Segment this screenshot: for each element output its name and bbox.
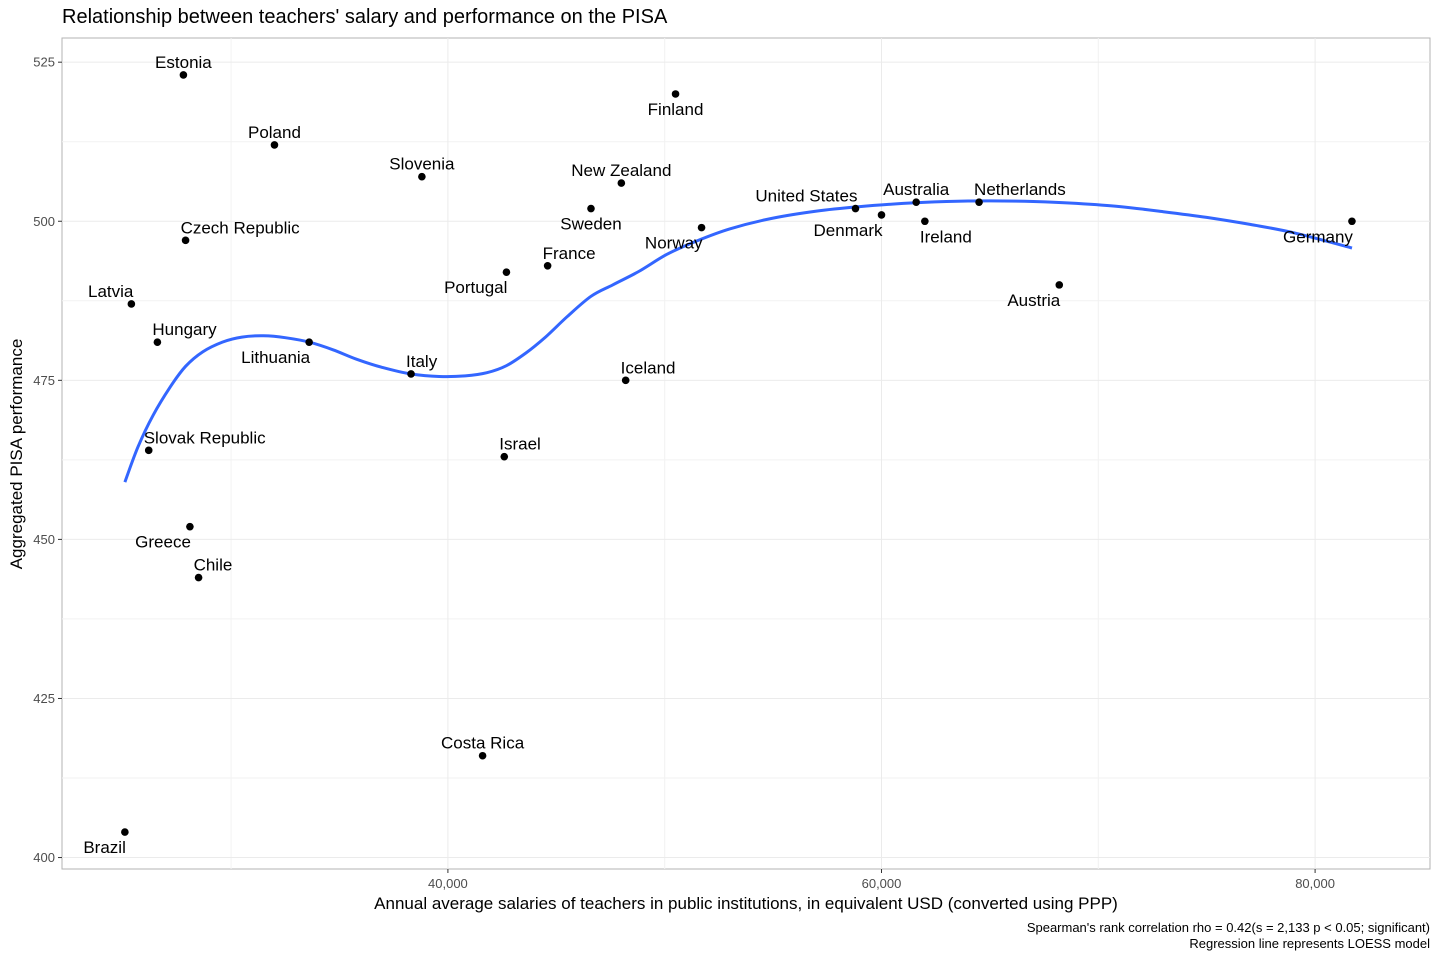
label-australia: Australia (883, 180, 950, 199)
label-israel: Israel (499, 435, 541, 454)
label-germany: Germany (1283, 227, 1353, 246)
point-finland (671, 90, 680, 98)
point-iceland (621, 376, 630, 385)
label-netherlands: Netherlands (974, 180, 1066, 199)
label-finland: Finland (648, 100, 704, 119)
data-points (121, 71, 1356, 836)
label-norway: Norway (645, 234, 703, 253)
plot-panel (61, 37, 1431, 870)
label-hungary: Hungary (152, 320, 217, 339)
x-axis-label: Annual average salaries of teachers in p… (374, 894, 1118, 913)
point-labels: Estonia Finland Poland Slovenia New Zealand S… (83, 53, 1353, 857)
point-italy (407, 370, 415, 378)
caption-correlation: Spearman's rank correlation rho = 0.42(s… (1027, 920, 1430, 935)
point-hungary (153, 338, 162, 346)
label-chile: Chile (194, 556, 233, 575)
point-united-states (851, 204, 860, 213)
label-brazil: Brazil (83, 838, 126, 857)
minor-gridlines (62, 38, 1430, 869)
point-greece (186, 522, 194, 531)
label-czech-republic: Czech Republic (181, 218, 301, 237)
label-italy: Italy (406, 352, 438, 371)
point-netherlands (975, 198, 983, 206)
label-lithuania: Lithuania (241, 348, 311, 367)
label-poland: Poland (248, 123, 301, 142)
x-tick-label: 60,000 (862, 876, 902, 891)
caption-regression-note: Regression line represents LOESS model (1189, 936, 1430, 951)
point-slovenia (418, 172, 426, 181)
y-tick-label: 500 (33, 214, 55, 229)
point-latvia (127, 300, 136, 308)
point-portugal (502, 268, 511, 276)
point-chile (194, 573, 203, 582)
point-brazil (121, 828, 129, 836)
point-france (543, 261, 552, 270)
x-axis-ticks: 40,000 60,000 80,000 (428, 869, 1335, 891)
point-austria (1055, 281, 1064, 289)
label-united-states: United States (755, 187, 857, 206)
point-estonia (179, 71, 188, 79)
major-gridlines (62, 38, 1430, 869)
label-portugal: Portugal (444, 278, 507, 297)
y-axis-ticks: 400 425 450 475 500 525 (33, 55, 62, 865)
label-sweden: Sweden (560, 215, 621, 234)
label-france: France (543, 244, 596, 263)
x-tick-label: 80,000 (1295, 876, 1335, 891)
point-ireland (921, 217, 929, 226)
loess-regression-line (123, 199, 1353, 483)
y-axis-label: Aggregated PISA performance (7, 339, 26, 570)
point-sweden (587, 204, 595, 213)
chart-title: Relationship between teachers' salary an… (62, 6, 668, 28)
label-latvia: Latvia (88, 282, 134, 301)
label-austria: Austria (1007, 291, 1060, 310)
label-slovak-republic: Slovak Republic (144, 428, 266, 447)
point-czech-republic (181, 236, 190, 245)
point-germany (1348, 217, 1356, 226)
point-new-zealand (617, 179, 626, 187)
point-slovak-republic (144, 446, 153, 455)
y-tick-label: 525 (33, 55, 55, 70)
point-costa-rica (478, 751, 487, 760)
y-tick-label: 475 (33, 373, 55, 388)
label-iceland: Iceland (621, 358, 676, 377)
label-estonia: Estonia (155, 53, 212, 72)
label-new-zealand: New Zealand (571, 161, 671, 180)
y-tick-label: 425 (33, 691, 55, 706)
point-norway (697, 223, 706, 232)
label-slovenia: Slovenia (389, 155, 455, 174)
y-tick-label: 450 (33, 532, 55, 547)
point-denmark (877, 211, 886, 219)
point-poland (270, 141, 279, 149)
label-ireland: Ireland (920, 227, 972, 246)
point-israel (500, 452, 509, 461)
x-tick-label: 40,000 (428, 876, 468, 891)
label-greece: Greece (135, 533, 191, 552)
label-denmark: Denmark (814, 221, 883, 240)
point-lithuania (305, 338, 313, 346)
point-australia (912, 198, 920, 206)
y-tick-label: 400 (33, 850, 55, 865)
label-costa-rica: Costa Rica (441, 734, 525, 753)
